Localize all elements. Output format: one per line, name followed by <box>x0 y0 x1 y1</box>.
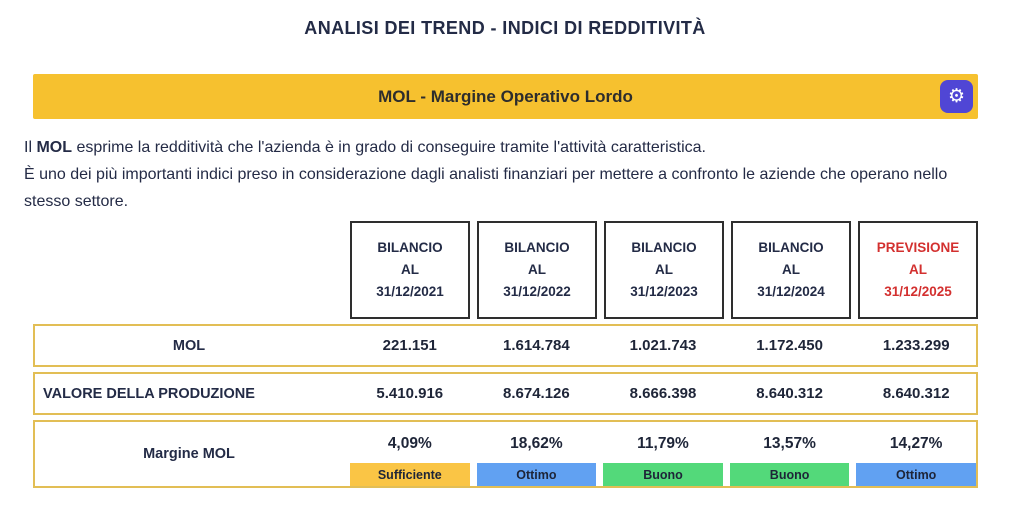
settings-button[interactable]: ⚙ <box>940 80 973 113</box>
margine-value-2023: 11,79% <box>637 434 689 452</box>
panel-title: MOL - Margine Operativo Lordo <box>378 86 633 106</box>
row-label-valore-produzione: VALORE DELLA PRODUZIONE <box>43 385 255 402</box>
table-header-row: BILANCIO AL 31/12/2021 BILANCIO AL 31/12… <box>33 221 978 319</box>
column-header-bilancio-2022: BILANCIO AL 31/12/2022 <box>477 221 597 319</box>
status-badge-ottimo-2022: Ottimo <box>476 463 597 486</box>
table-row-margine-mol: Margine MOL 4,09% Sufficiente 18,62% Ott… <box>33 420 978 488</box>
margine-cell-2022: 18,62% Ottimo <box>476 422 597 486</box>
row-label-margine-mol: Margine MOL <box>143 446 235 462</box>
description-line-2: È uno dei più importanti indici preso in… <box>24 166 948 210</box>
mol-value-2023: 1.021.743 <box>629 337 697 354</box>
description-text: Il MOL esprime la redditività che l'azie… <box>24 134 980 215</box>
column-header-previsione-2025: PREVISIONE AL 31/12/2025 <box>858 221 978 319</box>
page-title: ANALISI DEI TREND - INDICI DI REDDITIVIT… <box>304 18 706 38</box>
margine-value-2024: 13,57% <box>763 434 816 452</box>
status-badge-buono-2024: Buono <box>729 463 850 486</box>
margine-cell-2021: 4,09% Sufficiente <box>350 422 470 486</box>
margine-cell-2025: 14,27% Ottimo <box>856 422 976 486</box>
valore-value-2025: 8.640.312 <box>882 385 950 402</box>
gear-icon: ⚙ <box>947 85 966 107</box>
header-spacer <box>33 221 343 319</box>
trend-table: BILANCIO AL 31/12/2021 BILANCIO AL 31/12… <box>33 221 978 488</box>
mol-value-2025: 1.233.299 <box>882 337 950 354</box>
valore-value-2024: 8.640.312 <box>756 385 823 402</box>
column-header-bilancio-2024: BILANCIO AL 31/12/2024 <box>731 221 851 319</box>
row-label-mol: MOL <box>172 337 206 354</box>
status-badge-sufficiente: Sufficiente <box>350 463 470 486</box>
description-line-1: Il MOL esprime la redditività che l'azie… <box>24 139 706 156</box>
column-header-bilancio-2021: BILANCIO AL 31/12/2021 <box>350 221 470 319</box>
margine-value-2025: 14,27% <box>889 434 943 452</box>
margine-value-2021: 4,09% <box>387 434 432 452</box>
valore-value-2021: 5.410.916 <box>376 385 444 402</box>
valore-value-2022: 8.674.126 <box>503 385 570 402</box>
margine-cell-2023: 11,79% Buono <box>603 422 723 486</box>
table-row-mol: MOL 221.151 1.614.784 1.021.743 1.172.45… <box>33 324 978 367</box>
status-badge-ottimo-2025: Ottimo <box>856 463 976 486</box>
panel-header-bar: MOL - Margine Operativo Lordo ⚙ <box>33 74 978 119</box>
column-header-bilancio-2023: BILANCIO AL 31/12/2023 <box>604 221 724 319</box>
margine-value-2022: 18,62% <box>510 434 563 452</box>
status-badge-buono-2023: Buono <box>603 463 723 486</box>
table-row-valore-produzione: VALORE DELLA PRODUZIONE 5.410.916 8.674.… <box>33 372 978 415</box>
mol-value-2021: 221.151 <box>382 337 437 354</box>
mol-value-2022: 1.614.784 <box>503 337 570 354</box>
mol-value-2024: 1.172.450 <box>756 337 823 354</box>
valore-value-2023: 8.666.398 <box>629 385 697 402</box>
margine-cell-2024: 13,57% Buono <box>729 422 850 486</box>
